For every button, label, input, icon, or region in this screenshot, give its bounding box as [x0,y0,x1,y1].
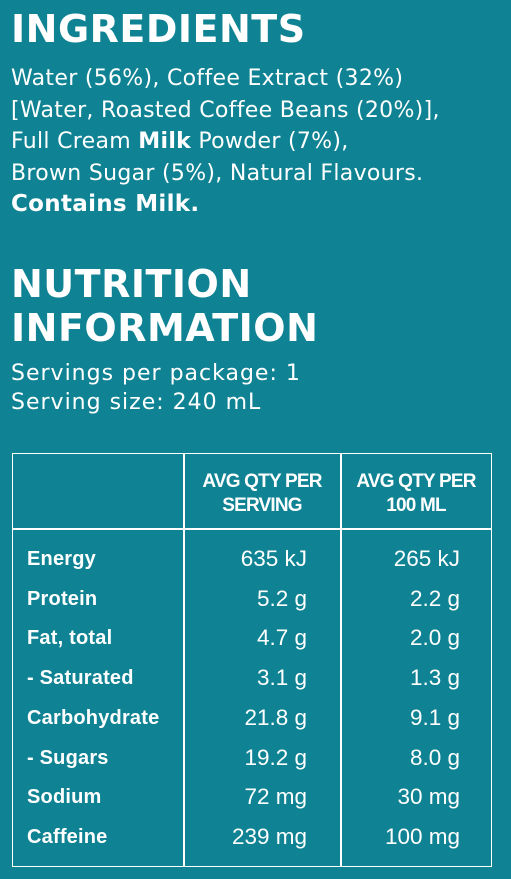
column-header-per-serving: AVG QTY PER SERVING [184,470,340,518]
column-header-per-100ml: AVG QTY PER 100 ML [341,470,491,518]
column-divider [340,454,342,866]
column-header-line: AVG QTY PER [356,471,476,492]
table-row: - Sugars 19.2 g 8.0 g [13,741,491,781]
nutrient-label: Carbohydrate [27,706,160,729]
value-per-100ml: 1.3 g [409,665,460,691]
value-per-100ml: 8.0 g [409,744,460,770]
table-row: Carbohydrate 21.8 g 9.1 g [13,701,491,741]
value-per-100ml: 265 kJ [393,546,460,571]
table-row: Caffeine 239 mg 100 mg [13,820,491,860]
value-per-serving: 5.2 g [256,585,307,611]
value-per-serving: 21.8 g [244,704,307,730]
column-header-line: AVG QTY PER [202,471,322,492]
value-per-serving: 239 mg [231,823,307,849]
table-row: Sodium 72 mg 30 mg [13,780,491,820]
ingredients-list: Water (56%), Coffee Extract (32%) [Water… [11,63,507,221]
value-per-100ml: 2.2 g [409,585,460,611]
nutrient-label: Protein [27,587,98,610]
value-per-100ml: 9.1 g [409,704,460,730]
servings-per-package: Servings per package: 1 [11,361,301,386]
table-row: - Saturated 3.1 g 1.3 g [13,661,491,701]
table-row: Energy 635 kJ 265 kJ [13,542,491,582]
ingredients-text-segment: Full Cream [11,129,139,154]
nutrient-label: Sodium [27,786,102,809]
value-per-serving: 72 mg [244,784,307,810]
column-divider [183,454,185,866]
column-header-line: 100 ML [386,495,446,516]
nutrient-label: Fat, total [27,627,113,650]
value-per-serving: 4.7 g [256,625,307,651]
table-row: Fat, total 4.7 g 2.0 g [13,621,491,661]
value-per-serving: 635 kJ [240,546,307,571]
nutrition-title-line: NUTRITION [11,262,252,306]
nutrient-label: - Saturated [27,667,134,690]
nutrient-label: - Sugars [27,746,109,769]
value-per-100ml: 30 mg [397,784,460,810]
nutrient-label: Caffeine [27,825,108,848]
ingredients-line: Water (56%), Coffee Extract (32%) [11,66,404,91]
allergen-milk: Milk [138,129,192,154]
serving-info: Servings per package: 1 Serving size: 24… [11,359,301,417]
nutrition-title-line: INFORMATION [11,306,319,350]
nutrient-label: Energy [27,548,97,570]
ingredients-line: Brown Sugar (5%), Natural Flavours. [11,160,424,186]
ingredients-line: Full Cream Milk Powder (7%), [11,126,507,158]
ingredients-line: [Water, Roasted Coffee Beans (20%)], [11,97,440,123]
allergen-statement: Contains Milk. [11,191,200,217]
nutrition-table: AVG QTY PER SERVING AVG QTY PER 100 ML E… [12,453,492,867]
serving-size: Serving size: 240 mL [11,390,262,415]
value-per-100ml: 2.0 g [409,625,460,651]
column-header-line: SERVING [222,495,302,516]
ingredients-text-segment: Powder (7%), [191,129,349,154]
value-per-100ml: 100 mg [384,823,460,849]
nutrition-title: NUTRITION INFORMATION [11,262,318,350]
ingredients-title: INGREDIENTS [11,7,306,51]
header-divider [13,528,491,530]
table-row: Protein 5.2 g 2.2 g [13,582,491,622]
value-per-serving: 3.1 g [256,665,307,691]
value-per-serving: 19.2 g [244,744,307,770]
